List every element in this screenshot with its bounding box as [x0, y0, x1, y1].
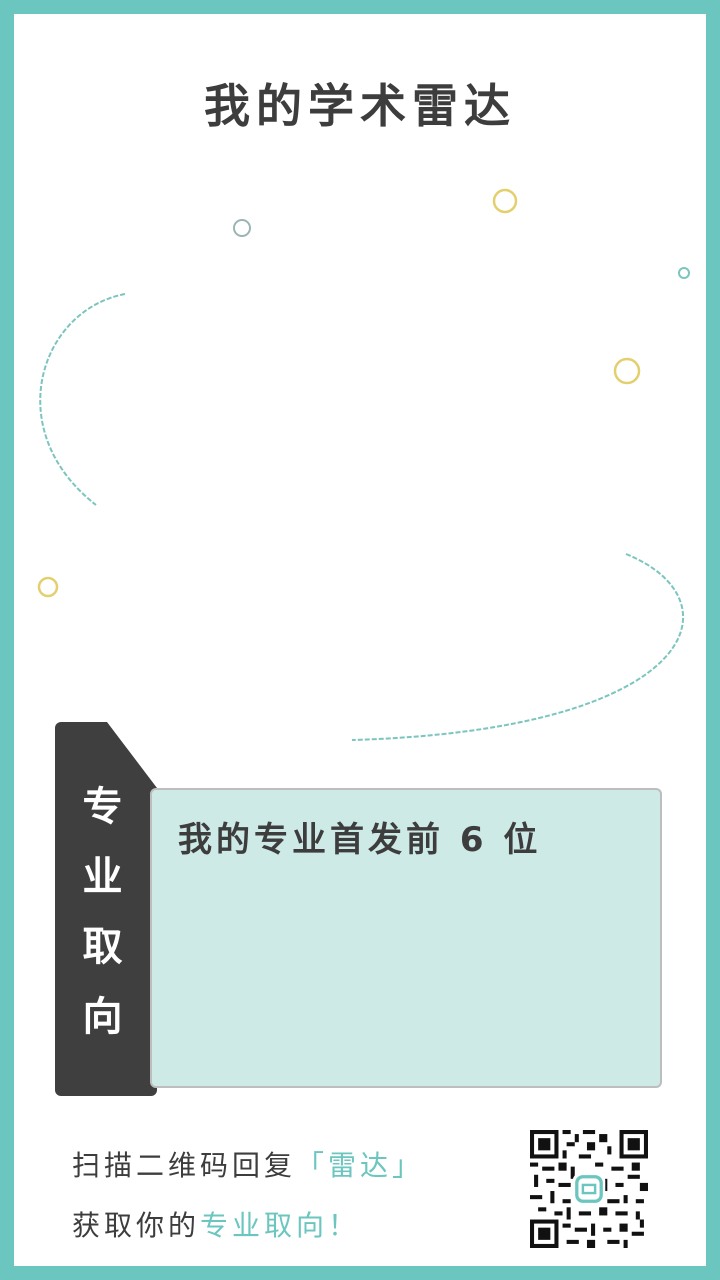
qr-code-icon[interactable] — [530, 1130, 648, 1248]
tag-char: 专 — [82, 784, 123, 830]
arc-left — [39, 293, 126, 506]
page-title: 我的学术雷达 — [204, 79, 516, 133]
bubble-2 — [233, 219, 251, 237]
footer-line-2: 获取你的专业取向！ — [72, 1204, 360, 1244]
footer-line-1: 扫描二维码回复「雷达」 — [72, 1144, 424, 1184]
bubble-1 — [492, 188, 518, 214]
tag-char: 业 — [82, 854, 123, 900]
footer-text: 获取你的 — [72, 1209, 201, 1242]
footer-highlight: 专业取向！ — [200, 1209, 361, 1242]
category-tag-text: 专 业 取 向 — [55, 772, 150, 1052]
bubble-4 — [613, 357, 641, 385]
tag-char: 取 — [82, 924, 123, 970]
tag-char: 向 — [82, 994, 123, 1040]
arc-right — [351, 553, 685, 741]
bubble-3 — [678, 267, 690, 279]
footer-highlight: 「雷达」 — [296, 1149, 425, 1182]
result-heading: 我的专业首发前 6 位 — [178, 820, 542, 860]
result-box — [150, 788, 662, 1088]
category-tag — [55, 722, 157, 1096]
bubble-5 — [37, 576, 59, 598]
footer-text: 扫描二维码回复 — [72, 1149, 297, 1182]
